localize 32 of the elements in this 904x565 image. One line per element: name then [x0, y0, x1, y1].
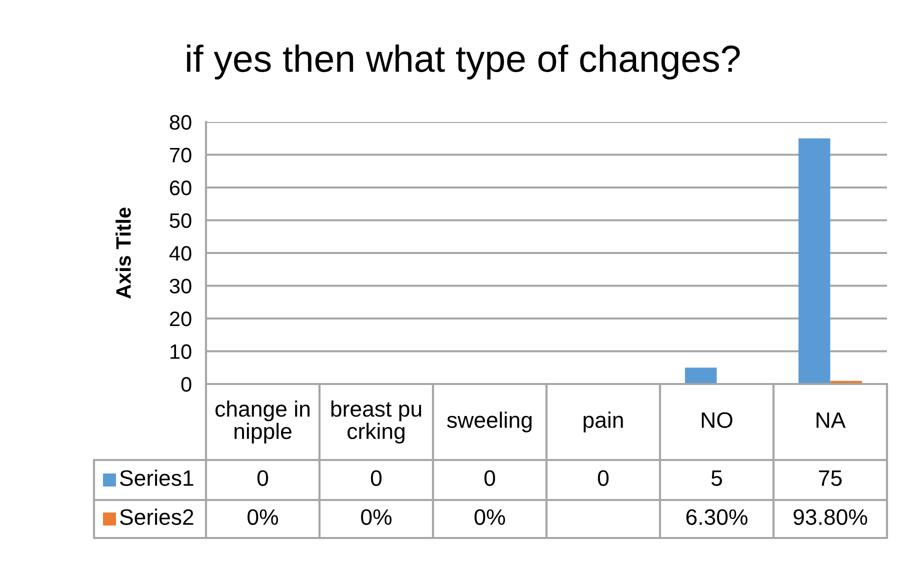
- data-label: 0%: [248, 509, 278, 525]
- x-tick-label: NO: [702, 412, 732, 428]
- y-axis-title: Axis Title: [116, 208, 131, 299]
- data-label: 0: [484, 470, 496, 486]
- bar: [684, 368, 717, 384]
- bar: [798, 138, 830, 384]
- y-tick-label: 40: [169, 246, 192, 261]
- data-label: 0: [598, 470, 609, 486]
- data-label: 93.80%: [794, 509, 868, 525]
- y-tick-label: 30: [170, 278, 192, 294]
- data-label: 0: [257, 470, 268, 486]
- y-tick-label: 80: [170, 115, 192, 130]
- y-tick-label: 50: [170, 213, 192, 228]
- chart-title: if yes then what type of changes?: [187, 44, 740, 80]
- y-tick-label: 60: [170, 180, 192, 196]
- data-label: 0%: [474, 509, 506, 525]
- legend-label: Series2: [120, 508, 194, 525]
- data-label: 75: [819, 470, 842, 486]
- data-label: 6.30%: [686, 509, 748, 525]
- legend-label: Series1: [120, 470, 194, 486]
- x-tick-label: sweeling: [447, 412, 532, 432]
- y-tick-label: 10: [170, 344, 192, 360]
- x-tick-label: breast pu crking: [331, 400, 422, 444]
- y-tick-label: 70: [170, 148, 192, 163]
- x-tick-label: pain: [584, 412, 623, 432]
- x-tick-label: NA: [816, 412, 846, 428]
- y-tick-label: 20: [170, 312, 192, 326]
- data-label: 0%: [361, 509, 392, 525]
- data-label: 0: [370, 470, 382, 486]
- y-tick-label: 0: [181, 377, 192, 392]
- x-tick-label: change in nipple: [216, 400, 310, 444]
- data-label: 5: [711, 470, 722, 486]
